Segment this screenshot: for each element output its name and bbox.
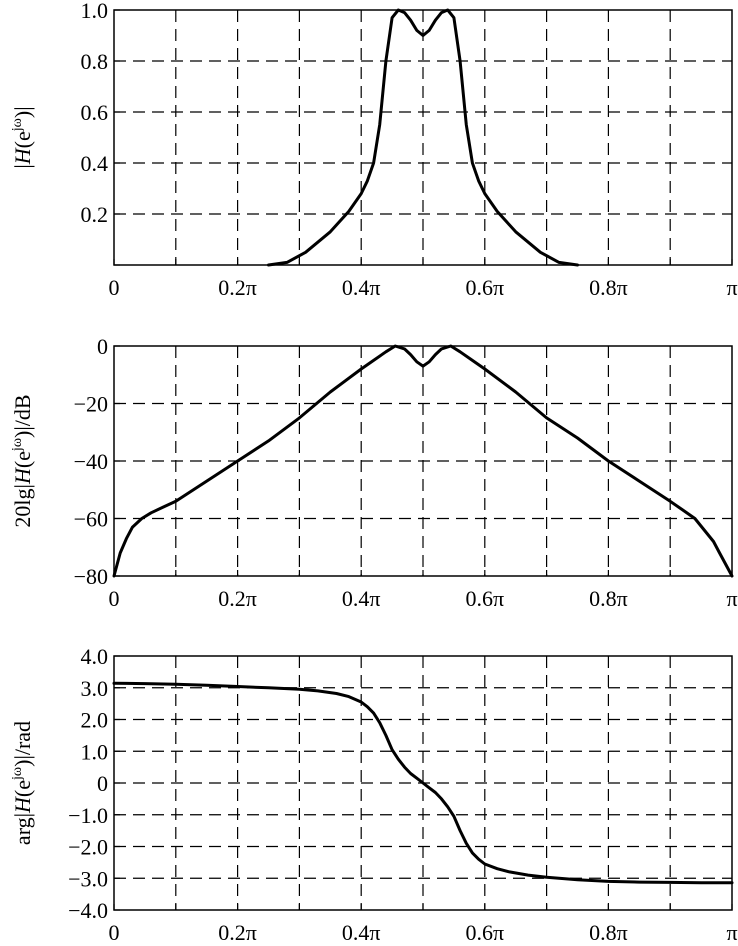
y-tick-label: −1.0 bbox=[68, 803, 108, 828]
y-tick-label: 0.4 bbox=[81, 151, 109, 176]
x-tick-label: 0.8π bbox=[589, 275, 628, 300]
x-tick-label: π bbox=[726, 920, 737, 945]
y-tick-label: 0.2 bbox=[81, 202, 109, 227]
y-tick-label: −80 bbox=[74, 564, 108, 589]
chart-panel-2: 0 0.2π 0.4π 0.6π 0.8π π −80 −60 −40 −20 0 20lg|H(ej… bbox=[10, 334, 738, 611]
y-tick-label: −2.0 bbox=[68, 835, 108, 860]
x-tick-label: 0 bbox=[109, 920, 120, 945]
x-tick-label: π bbox=[726, 275, 737, 300]
y-axis-label: 20lg|H(ejω)|/dB bbox=[10, 394, 35, 527]
x-tick-label: 0.2π bbox=[218, 920, 257, 945]
y-tick-label: 1.0 bbox=[81, 0, 109, 23]
y-tick-label: 0.8 bbox=[81, 49, 109, 74]
y-tick-label: 0 bbox=[97, 334, 108, 359]
x-tick-label: 0.8π bbox=[589, 586, 628, 611]
chart-panel-3: 0 0.2π 0.4π 0.6π 0.8π π −4.0 −3.0 −2.0 −1.0 0 1.0 2.… bbox=[10, 644, 738, 945]
x-tick-label: 0.6π bbox=[465, 586, 504, 611]
series-line bbox=[112, 344, 734, 578]
x-tick-label: π bbox=[726, 586, 737, 611]
y-tick-label: 2.0 bbox=[81, 708, 109, 733]
x-tick-label: 0.6π bbox=[465, 275, 504, 300]
y-tick-label: 3.0 bbox=[81, 676, 109, 701]
x-tick-label: 0.8π bbox=[589, 920, 628, 945]
y-tick-label: 0 bbox=[97, 771, 108, 796]
series-line bbox=[112, 681, 734, 885]
y-tick-label: 1.0 bbox=[81, 739, 109, 764]
x-tick-label: 0.4π bbox=[342, 275, 381, 300]
x-tick-label: 0 bbox=[109, 586, 120, 611]
y-tick-label: 4.0 bbox=[81, 644, 109, 669]
y-axis-label: |H(ejω)| bbox=[10, 106, 35, 168]
x-tick-label: 0.2π bbox=[218, 275, 257, 300]
y-tick-label: −4.0 bbox=[68, 898, 108, 923]
x-tick-label: 0.6π bbox=[465, 920, 504, 945]
y-tick-label: −60 bbox=[74, 507, 108, 532]
y-tick-label: −3.0 bbox=[68, 866, 108, 891]
x-tick-label: 0.2π bbox=[218, 586, 257, 611]
y-tick-label: −20 bbox=[74, 392, 108, 417]
x-tick-label: 0.4π bbox=[342, 920, 381, 945]
y-tick-label: −40 bbox=[74, 449, 108, 474]
chart-panel-1: 0 0.2π 0.4π 0.6π 0.8π π 0.2 0.4 0.6 0.8 1.0 |H(ejω)… bbox=[10, 0, 738, 300]
x-tick-label: 0.4π bbox=[342, 586, 381, 611]
y-axis-label: arg|H(ejω)|/rad bbox=[10, 721, 35, 845]
y-tick-label: 0.6 bbox=[81, 100, 109, 125]
x-tick-label: 0 bbox=[109, 275, 120, 300]
series-line bbox=[267, 8, 579, 267]
